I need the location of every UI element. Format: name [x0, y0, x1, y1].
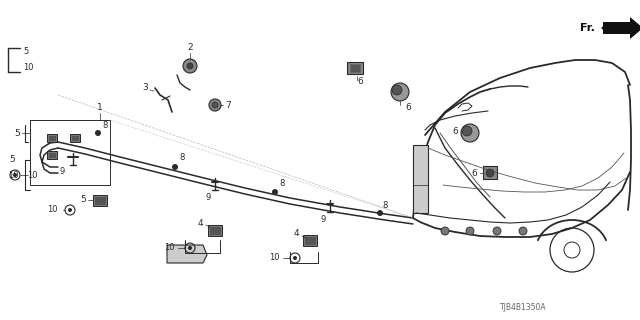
Circle shape	[377, 210, 383, 216]
Bar	[47, 151, 57, 159]
Circle shape	[466, 227, 474, 235]
Text: 6: 6	[405, 102, 411, 111]
Circle shape	[391, 83, 409, 101]
Text: 10: 10	[269, 253, 280, 262]
Text: 9: 9	[205, 194, 211, 203]
Text: 5: 5	[14, 129, 20, 138]
Bar	[413, 145, 428, 213]
Text: 8: 8	[279, 179, 285, 188]
Text: 9: 9	[321, 215, 326, 225]
Bar	[71, 135, 79, 141]
Bar	[304, 236, 316, 245]
Text: 5: 5	[9, 156, 15, 164]
Bar	[48, 152, 56, 158]
Bar	[209, 226, 221, 235]
Circle shape	[462, 126, 472, 136]
Bar	[93, 195, 107, 206]
Text: 7: 7	[225, 100, 231, 109]
Text: 9: 9	[60, 167, 65, 177]
Text: 8: 8	[382, 201, 388, 210]
Text: 4: 4	[293, 228, 299, 237]
Circle shape	[95, 130, 101, 136]
Circle shape	[493, 227, 501, 235]
Circle shape	[441, 227, 449, 235]
Text: 2: 2	[187, 44, 193, 52]
Polygon shape	[603, 17, 640, 39]
Text: 4: 4	[197, 219, 203, 228]
Text: 8: 8	[102, 121, 108, 130]
Text: TJB4B1350A: TJB4B1350A	[500, 303, 547, 313]
Circle shape	[519, 227, 527, 235]
Circle shape	[172, 164, 178, 170]
Bar	[350, 64, 360, 72]
Text: 5: 5	[23, 47, 28, 57]
Circle shape	[187, 63, 193, 69]
Polygon shape	[167, 245, 207, 263]
Text: 10: 10	[8, 171, 19, 180]
Text: 10: 10	[23, 62, 33, 71]
Bar	[347, 62, 363, 74]
Circle shape	[486, 169, 494, 177]
Circle shape	[212, 102, 218, 108]
Text: 10: 10	[47, 205, 58, 214]
Text: Fr.: Fr.	[580, 23, 595, 33]
Text: 3: 3	[142, 84, 148, 92]
Circle shape	[272, 189, 278, 195]
Bar	[94, 196, 106, 205]
Bar	[70, 134, 80, 142]
Circle shape	[392, 85, 402, 95]
Circle shape	[293, 256, 297, 260]
Circle shape	[461, 124, 479, 142]
Bar	[303, 235, 317, 246]
Bar	[47, 134, 57, 142]
Circle shape	[188, 246, 192, 250]
Text: 8: 8	[179, 154, 185, 163]
Bar	[48, 135, 56, 141]
Text: 6: 6	[452, 126, 458, 135]
Text: 1: 1	[97, 103, 103, 113]
Circle shape	[13, 173, 17, 177]
Bar	[208, 225, 222, 236]
Text: 10: 10	[164, 244, 175, 252]
Circle shape	[183, 59, 197, 73]
Bar	[483, 166, 497, 179]
Text: 5: 5	[80, 196, 86, 204]
Circle shape	[209, 99, 221, 111]
Circle shape	[68, 208, 72, 212]
Text: 10: 10	[27, 171, 38, 180]
Text: 6: 6	[357, 77, 363, 86]
Text: 6: 6	[471, 169, 477, 178]
